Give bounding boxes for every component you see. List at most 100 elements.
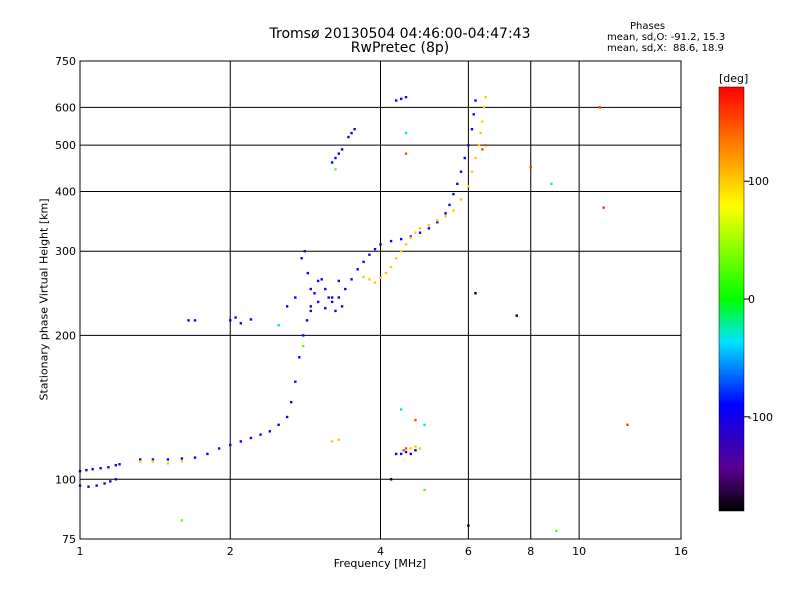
data-point	[452, 209, 455, 212]
x-axis-label: Frequency [MHz]	[333, 557, 427, 570]
data-point	[285, 415, 289, 419]
data-point	[300, 257, 303, 260]
data-point	[459, 198, 463, 201]
data-point	[347, 135, 350, 139]
data-point	[436, 219, 439, 222]
data-point	[470, 170, 474, 173]
data-points	[78, 95, 629, 533]
x-tick-label: 4	[377, 545, 384, 558]
data-point	[452, 192, 455, 196]
data-point	[193, 319, 197, 322]
x-tick-label: 16	[674, 545, 688, 558]
data-point	[481, 120, 484, 123]
data-point	[337, 296, 341, 299]
data-point	[324, 287, 327, 291]
data-point	[399, 250, 403, 253]
data-point	[467, 143, 470, 147]
data-point	[344, 287, 347, 291]
data-point	[309, 287, 312, 291]
colorbar-tick-label: 0	[748, 293, 755, 306]
y-tick-label: 75	[62, 533, 76, 546]
data-point	[423, 423, 426, 427]
data-point	[362, 275, 365, 279]
data-point	[626, 423, 629, 427]
data-point	[474, 156, 477, 160]
data-point	[368, 253, 371, 256]
data-point	[444, 212, 447, 215]
data-point	[330, 300, 334, 304]
x-tick-label: 10	[572, 545, 586, 558]
data-point	[327, 296, 330, 299]
data-point	[598, 106, 601, 109]
data-point	[379, 243, 382, 246]
data-point	[268, 430, 271, 433]
data-point	[206, 452, 209, 456]
data-point	[340, 148, 344, 151]
y-tick-label: 600	[55, 101, 76, 114]
data-point	[187, 319, 190, 322]
data-point	[467, 185, 470, 188]
data-point	[320, 278, 323, 281]
data-point	[337, 279, 341, 283]
data-point	[436, 221, 439, 224]
y-tick-label: 300	[55, 245, 76, 258]
data-point	[409, 235, 412, 238]
data-point	[477, 143, 481, 147]
data-point	[373, 247, 377, 251]
data-point	[180, 457, 184, 460]
data-point	[389, 239, 393, 243]
data-point	[193, 456, 197, 459]
data-point	[301, 334, 305, 337]
data-point	[229, 319, 232, 322]
x-axis-ticks: 1 2 4 6 8 10 16	[77, 545, 689, 558]
data-point	[334, 309, 337, 313]
data-point	[337, 152, 341, 155]
phase-stats-x: mean, sd,X: 88.6, 18.9	[607, 43, 724, 54]
data-point	[404, 243, 408, 246]
data-point	[234, 316, 237, 319]
data-point	[334, 156, 337, 160]
data-point	[290, 400, 293, 404]
data-point	[399, 237, 403, 241]
data-point	[481, 148, 484, 151]
data-point	[423, 488, 426, 492]
data-point	[301, 344, 305, 348]
data-point	[448, 203, 451, 207]
data-point	[350, 131, 353, 135]
data-point	[404, 447, 408, 450]
x-tick-label: 2	[227, 545, 234, 558]
data-point	[484, 95, 487, 99]
data-point	[95, 484, 98, 487]
data-point	[472, 113, 475, 116]
data-point	[85, 468, 88, 472]
y-tick-label: 100	[55, 473, 76, 486]
data-point	[444, 215, 447, 218]
data-point	[87, 485, 90, 488]
data-point	[277, 423, 280, 427]
data-point	[259, 433, 262, 436]
data-point	[298, 356, 301, 359]
data-point	[309, 305, 312, 308]
data-point	[418, 447, 422, 450]
data-point	[294, 296, 297, 299]
data-point	[180, 460, 184, 463]
data-point	[404, 131, 408, 135]
data-point	[389, 265, 393, 269]
data-point	[474, 99, 477, 102]
data-point	[414, 445, 417, 448]
data-point	[229, 443, 232, 447]
data-point	[418, 231, 422, 234]
data-point	[330, 440, 334, 443]
data-point	[337, 438, 341, 441]
data-point	[285, 305, 289, 308]
x-tick-label: 8	[527, 545, 534, 558]
data-point	[306, 271, 309, 275]
data-point	[399, 408, 403, 411]
y-tick-label: 200	[55, 329, 76, 342]
data-point	[404, 450, 408, 454]
data-point	[399, 452, 403, 456]
data-point	[356, 268, 359, 271]
chart-title: Tromsø 20130504 04:46:00-04:47:43	[269, 26, 531, 42]
data-point	[394, 257, 398, 260]
